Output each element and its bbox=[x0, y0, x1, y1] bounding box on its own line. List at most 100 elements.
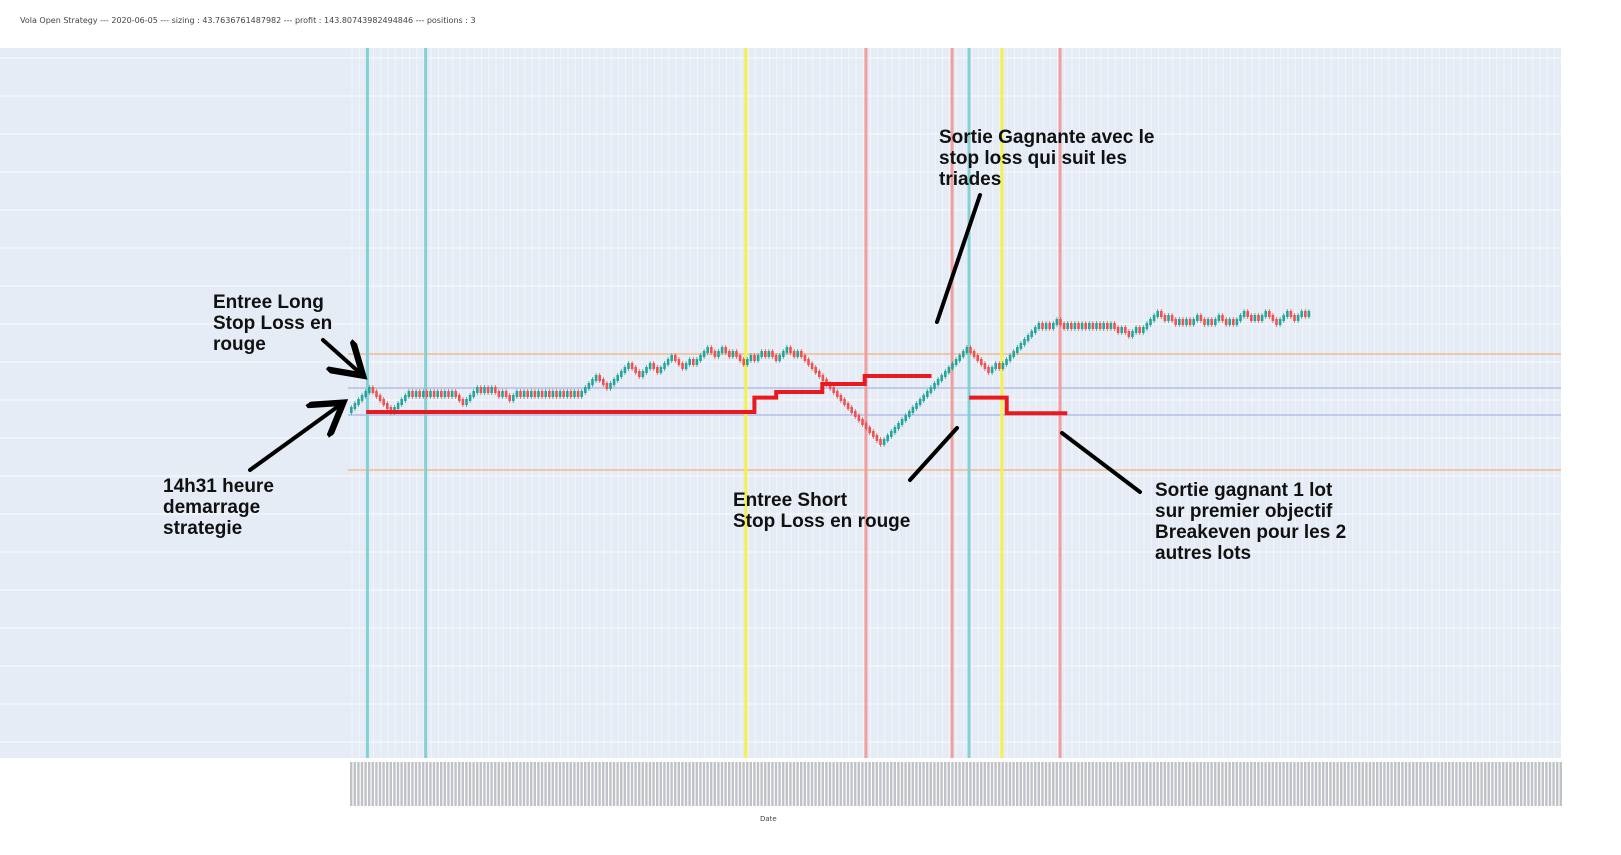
marker-exit bbox=[950, 48, 954, 758]
x-tick-label bbox=[515, 762, 518, 806]
x-tick-label bbox=[1422, 762, 1426, 806]
x-tick-label bbox=[864, 762, 868, 806]
x-tick-label bbox=[810, 762, 814, 806]
x-tick-label bbox=[1538, 762, 1541, 806]
x-tick-label bbox=[418, 762, 421, 806]
x-tick-label bbox=[1264, 762, 1267, 806]
x-tick-label bbox=[494, 762, 497, 806]
x-tick-label bbox=[998, 762, 1001, 806]
x-tick-label bbox=[522, 762, 526, 806]
x-tick-label bbox=[1268, 762, 1271, 806]
x-tick-label bbox=[1044, 762, 1048, 806]
x-tick-label bbox=[1494, 762, 1498, 806]
x-tick-label bbox=[1109, 762, 1112, 806]
x-tick-label bbox=[1034, 762, 1037, 806]
x-tick-label bbox=[1224, 762, 1228, 806]
x-tick-label bbox=[1556, 762, 1559, 806]
x-tick-label bbox=[576, 762, 580, 806]
x-tick-label bbox=[476, 762, 479, 806]
x-tick-label bbox=[1444, 762, 1447, 806]
x-tick-label bbox=[1304, 762, 1307, 806]
x-tick-label bbox=[1073, 762, 1076, 806]
x-tick-label bbox=[1343, 762, 1346, 806]
x-tick-label bbox=[1138, 762, 1141, 806]
x-tick-label bbox=[389, 762, 392, 806]
x-tick-label bbox=[659, 762, 662, 806]
x-tick-label bbox=[803, 762, 806, 806]
x-tick-label bbox=[1448, 762, 1451, 806]
x-tick-label bbox=[1329, 762, 1332, 806]
annotation-sortie-lot: Sortie gagnant 1 lot sur premier objecti… bbox=[1155, 480, 1347, 564]
x-tick-label bbox=[1102, 762, 1105, 806]
x-tick-label bbox=[724, 762, 727, 806]
x-tick-label bbox=[1383, 762, 1386, 806]
x-tick-label bbox=[1502, 762, 1505, 806]
x-tick-label bbox=[1394, 762, 1397, 806]
x-tick-label bbox=[839, 762, 842, 806]
x-tick-label bbox=[1440, 762, 1444, 806]
x-tick-label bbox=[706, 762, 709, 806]
x-tick-label bbox=[1055, 762, 1058, 806]
page-title: Vola Open Strategy --- 2020-06-05 --- si… bbox=[20, 16, 476, 25]
x-tick-label bbox=[1480, 762, 1483, 806]
x-tick-label bbox=[1095, 762, 1098, 806]
x-tick-label bbox=[497, 762, 500, 806]
x-tick-label bbox=[400, 762, 403, 806]
x-tick-label bbox=[432, 762, 436, 806]
x-tick-label bbox=[1462, 762, 1465, 806]
x-tick-label bbox=[1379, 762, 1382, 806]
x-tick-label bbox=[587, 762, 590, 806]
x-tick-label bbox=[1188, 762, 1192, 806]
x-tick-label bbox=[508, 762, 511, 806]
x-tick-label bbox=[1217, 762, 1220, 806]
arrow-sortie-lot bbox=[1060, 431, 1142, 494]
plot-area bbox=[348, 48, 1561, 758]
x-tick-label bbox=[944, 762, 947, 806]
x-tick-label bbox=[429, 762, 432, 806]
x-tick-label bbox=[904, 762, 907, 806]
x-tick-label bbox=[1052, 762, 1055, 806]
x-tick-label bbox=[1077, 762, 1080, 806]
x-tick-label bbox=[1221, 762, 1224, 806]
x-tick-label bbox=[1181, 762, 1184, 806]
x-tick-label bbox=[1080, 762, 1084, 806]
x-tick-label bbox=[551, 762, 554, 806]
x-tick-label bbox=[972, 762, 976, 806]
x-tick-label bbox=[782, 762, 785, 806]
x-tick-label bbox=[1484, 762, 1487, 806]
x-tick-label bbox=[1455, 762, 1458, 806]
x-tick-label bbox=[1242, 762, 1246, 806]
x-tick-label bbox=[407, 762, 410, 806]
x-tick-label bbox=[411, 762, 414, 806]
x-tick-label bbox=[890, 762, 893, 806]
x-tick-label bbox=[1084, 762, 1087, 806]
x-tick-label bbox=[544, 762, 547, 806]
x-tick-label bbox=[630, 762, 634, 806]
annotation-arrows bbox=[248, 193, 1142, 494]
x-tick-label bbox=[778, 762, 781, 806]
x-tick-label bbox=[868, 762, 871, 806]
x-tick-label bbox=[1023, 762, 1026, 806]
x-tick-label bbox=[605, 762, 608, 806]
x-tick-label bbox=[1282, 762, 1285, 806]
x-tick-label bbox=[940, 762, 943, 806]
x-tick-label bbox=[738, 762, 742, 806]
x-tick-label bbox=[1332, 762, 1336, 806]
x-tick-label bbox=[753, 762, 756, 806]
x-tick-label bbox=[900, 762, 904, 806]
marker-entry-long bbox=[424, 48, 428, 758]
x-tick-label bbox=[1091, 762, 1094, 806]
x-tick-label bbox=[479, 762, 482, 806]
x-tick-label bbox=[386, 762, 389, 806]
x-tick-label bbox=[526, 762, 529, 806]
x-tick-label bbox=[1408, 762, 1411, 806]
x-tick-label bbox=[717, 762, 720, 806]
x-tick-label bbox=[922, 762, 925, 806]
x-tick-label bbox=[1134, 762, 1138, 806]
x-tick-label bbox=[443, 762, 446, 806]
x-tick-label bbox=[620, 762, 623, 806]
x-tick-label bbox=[1368, 762, 1372, 806]
x-tick-label bbox=[1120, 762, 1123, 806]
x-tick-label bbox=[875, 762, 878, 806]
x-tick-label bbox=[1516, 762, 1519, 806]
